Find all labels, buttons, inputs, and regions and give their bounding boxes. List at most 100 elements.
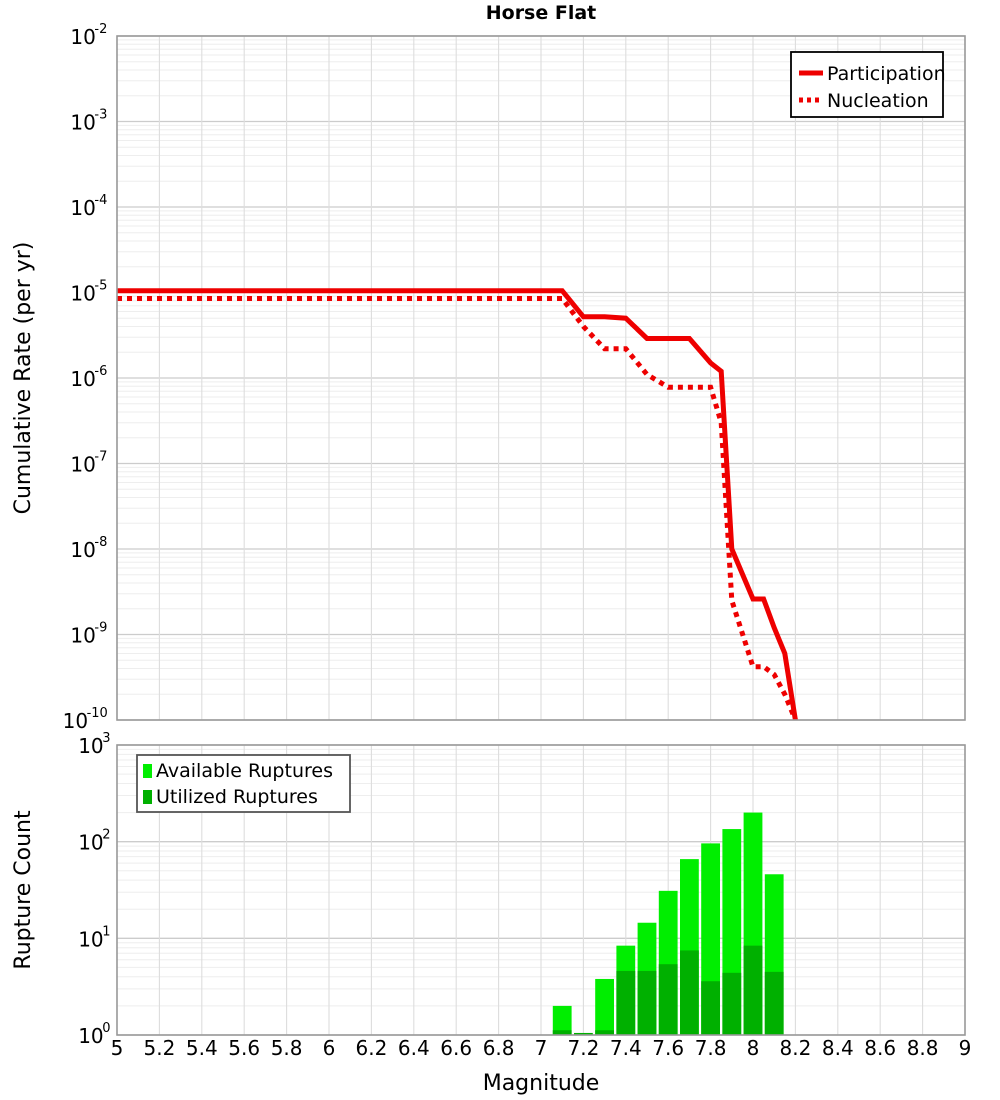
bottom-legend[interactable]: Available Ruptures Utilized Ruptures: [136, 754, 351, 813]
svg-text:-4: -4: [94, 193, 107, 208]
histogram-bars: [552, 812, 784, 1035]
svg-text:10: 10: [78, 831, 103, 855]
tick-label: 103: [78, 731, 110, 758]
bar-available: [595, 978, 614, 1035]
top-series-group: [117, 288, 798, 720]
x-axis-label: Magnitude: [483, 1071, 600, 1096]
svg-text:-7: -7: [94, 450, 107, 465]
x-tick-labels: 5 5.2 5.4 5.6 5.8 6 6.2 6.4 6.6 6.8 7 7.2 7.4 7.6 7.8 8…: [111, 1036, 972, 1060]
bar-utilized: [595, 1030, 614, 1035]
tick-label: 10-5: [70, 279, 107, 306]
svg-text:10: 10: [70, 453, 95, 477]
tick-label: 10-10: [63, 706, 108, 733]
top-vertical-gridlines: [116, 36, 966, 720]
tick-label: 10-6: [70, 364, 107, 391]
bar-utilized: [658, 964, 678, 1035]
tick-label: 101: [78, 924, 110, 951]
legend-label-nucleation: Nucleation: [827, 90, 929, 112]
bar-utilized: [574, 1032, 593, 1035]
svg-text:10: 10: [70, 25, 95, 49]
x-tick-label: 8.6: [864, 1036, 896, 1060]
svg-text:10: 10: [78, 1024, 103, 1048]
legend-swatch-available-ruptures: [143, 764, 152, 778]
bar-utilized: [680, 950, 699, 1035]
svg-text:-10: -10: [87, 706, 108, 721]
x-tick-label: 6: [323, 1036, 336, 1060]
x-tick-label: 8: [747, 1036, 760, 1060]
bottom-legend-box: [136, 754, 351, 813]
tick-label: 10-7: [70, 450, 107, 477]
legend-label-utilized-ruptures: Utilized Ruptures: [156, 786, 318, 808]
top-legend-box: [790, 51, 944, 118]
x-tick-label: 5.2: [143, 1036, 175, 1060]
top-plot-frame: [116, 35, 966, 721]
svg-text:10: 10: [70, 624, 95, 648]
top-legend[interactable]: Participation Nucleation: [790, 51, 946, 118]
tick-label: 102: [78, 828, 110, 855]
svg-text:10: 10: [63, 709, 88, 733]
x-tick-label: 9: [959, 1036, 972, 1060]
tick-label: 100: [78, 1021, 110, 1048]
x-tick-label: 6.8: [483, 1036, 515, 1060]
svg-text:1: 1: [102, 924, 110, 939]
legend-swatch-utilized-ruptures: [143, 790, 152, 804]
bar-utilized: [701, 981, 720, 1035]
x-tick-label: 5: [111, 1036, 124, 1060]
svg-text:0: 0: [102, 1021, 110, 1036]
x-tick-label: 5.4: [186, 1036, 218, 1060]
series-nucleation-line: [117, 296, 798, 720]
tick-label: 10-8: [70, 535, 107, 562]
x-axis: 5 5.2 5.4 5.6 5.8 6 6.2 6.4 6.6 6.8 7 7.2 7.4 7.6 7.8 8…: [111, 1036, 972, 1096]
legend-label-available-ruptures: Available Ruptures: [156, 760, 333, 782]
svg-text:-5: -5: [94, 279, 107, 294]
series-participation-line: [117, 288, 798, 720]
x-tick-label: 7: [535, 1036, 548, 1060]
svg-text:10: 10: [70, 538, 95, 562]
x-tick-label: 8.4: [822, 1036, 854, 1060]
x-tick-label: 8.2: [779, 1036, 811, 1060]
top-panel: 10-210-310-410-510-610-710-810-910-10 Cu…: [11, 22, 966, 733]
bar-utilized: [552, 1030, 572, 1035]
bar-utilized: [616, 970, 636, 1035]
bar-utilized: [722, 972, 742, 1035]
legend-label-participation: Participation: [827, 63, 946, 85]
top-y-axis-label: Cumulative Rate (per yr): [11, 242, 36, 515]
x-tick-label: 5.8: [271, 1036, 303, 1060]
x-tick-label: 6.2: [355, 1036, 387, 1060]
svg-text:10: 10: [78, 927, 103, 951]
x-tick-label: 7.4: [610, 1036, 642, 1060]
svg-text:-3: -3: [94, 108, 107, 123]
page-title: Horse Flat: [485, 2, 597, 24]
svg-text:-8: -8: [94, 535, 107, 550]
x-tick-label: 6.6: [440, 1036, 472, 1060]
tick-label: 10-9: [70, 621, 107, 648]
svg-text:10: 10: [70, 367, 95, 391]
bar-available: [552, 1005, 572, 1035]
tick-label: 10-3: [70, 108, 107, 135]
svg-text:10: 10: [70, 196, 95, 220]
bar-utilized: [743, 945, 763, 1035]
svg-text:10: 10: [70, 111, 95, 135]
x-tick-label: 7.6: [652, 1036, 684, 1060]
x-tick-label: 6.4: [398, 1036, 430, 1060]
tick-label: 10-4: [70, 193, 107, 220]
svg-text:-6: -6: [94, 364, 107, 379]
svg-text:2: 2: [102, 828, 110, 843]
x-tick-label: 8.8: [907, 1036, 939, 1060]
x-tick-label: 7.8: [695, 1036, 727, 1060]
svg-text:-2: -2: [94, 22, 107, 37]
x-tick-label: 5.6: [228, 1036, 260, 1060]
x-tick-label: 7.2: [567, 1036, 599, 1060]
bar-utilized: [764, 971, 784, 1035]
svg-text:-9: -9: [94, 621, 107, 636]
svg-text:3: 3: [102, 731, 110, 746]
svg-text:10: 10: [78, 734, 103, 758]
bottom-y-axis-label: Rupture Count: [11, 810, 36, 970]
bottom-plot-frame: [116, 744, 966, 1036]
svg-text:10: 10: [70, 282, 95, 306]
tick-label: 10-2: [70, 22, 107, 49]
